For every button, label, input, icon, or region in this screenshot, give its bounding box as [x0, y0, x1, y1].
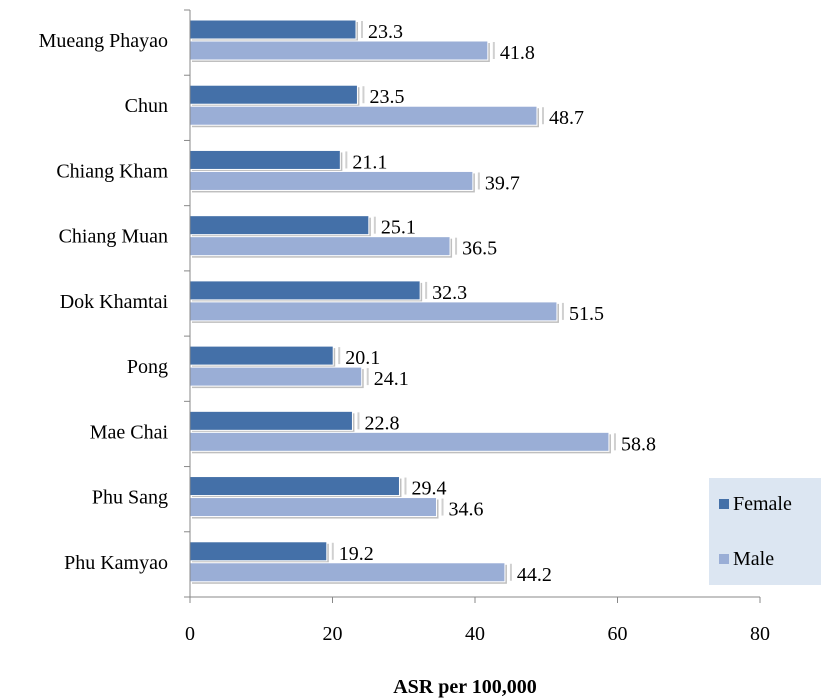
data-label: 19.2 [339, 543, 374, 565]
category-label: Mae Chai [90, 421, 169, 443]
x-tick-label: 0 [185, 623, 195, 645]
data-label: 22.8 [364, 412, 399, 434]
legend-label: Female [733, 493, 792, 515]
bar-female [189, 280, 421, 301]
bar-male [189, 236, 451, 257]
x-tick-label: 80 [750, 623, 770, 645]
category-label: Chun [125, 95, 168, 117]
x-tick-label: 60 [608, 623, 628, 645]
data-label: 51.5 [569, 303, 604, 325]
data-label: 48.7 [549, 107, 584, 129]
data-label: 58.8 [621, 433, 656, 455]
data-label: 25.1 [381, 217, 416, 239]
bar-male [189, 170, 474, 191]
data-label: 29.4 [411, 478, 446, 500]
data-label: 24.1 [374, 368, 409, 390]
bar-female [189, 19, 357, 40]
data-label: 23.5 [369, 86, 404, 108]
data-label: 20.1 [345, 347, 380, 369]
legend-box [709, 478, 821, 585]
bars-layer [189, 19, 616, 584]
bar-male [189, 497, 438, 518]
bar-female [189, 410, 353, 431]
data-label: 36.5 [462, 238, 497, 260]
bar-female [189, 345, 334, 366]
data-label: 21.1 [352, 151, 387, 173]
x-tick-label: 20 [323, 623, 343, 645]
bar-female [189, 149, 341, 170]
bar-female [189, 541, 328, 562]
data-label: 39.7 [485, 172, 520, 194]
x-axis-title: ASR per 100,000 [393, 676, 537, 698]
legend-swatch [719, 554, 729, 564]
bar-female [189, 476, 400, 497]
x-tick-label: 40 [465, 623, 485, 645]
category-label: Phu Kamyao [64, 552, 168, 574]
bar-male [189, 431, 610, 452]
data-label: 44.2 [517, 564, 552, 586]
category-label: Chiang Muan [59, 226, 168, 248]
data-label: 32.3 [432, 282, 467, 304]
category-label: Chiang Kham [56, 160, 168, 182]
bar-male [189, 105, 538, 126]
data-label: 34.6 [449, 499, 484, 521]
category-label: Dok Khamtai [60, 291, 169, 313]
category-label: Pong [127, 356, 168, 378]
bar-male [189, 562, 506, 583]
bar-male [189, 40, 489, 61]
bar-female [189, 84, 358, 105]
bar-male [189, 366, 363, 387]
data-label: 41.8 [500, 42, 535, 64]
data-label: 23.3 [368, 21, 403, 43]
legend: Female Male [709, 478, 821, 585]
labels-layer: Mueang Phayao 23.3 41.8 Chun 23.5 48.7 Chiang … [39, 21, 656, 586]
category-label: Mueang Phayao [39, 30, 168, 52]
bar-female [189, 215, 370, 236]
legend-swatch [719, 499, 729, 509]
bar-male [189, 301, 558, 322]
ticks-layer: 0 20 40 60 80 [184, 9, 770, 645]
legend-label: Male [733, 548, 774, 570]
category-label: Phu Sang [92, 487, 168, 509]
